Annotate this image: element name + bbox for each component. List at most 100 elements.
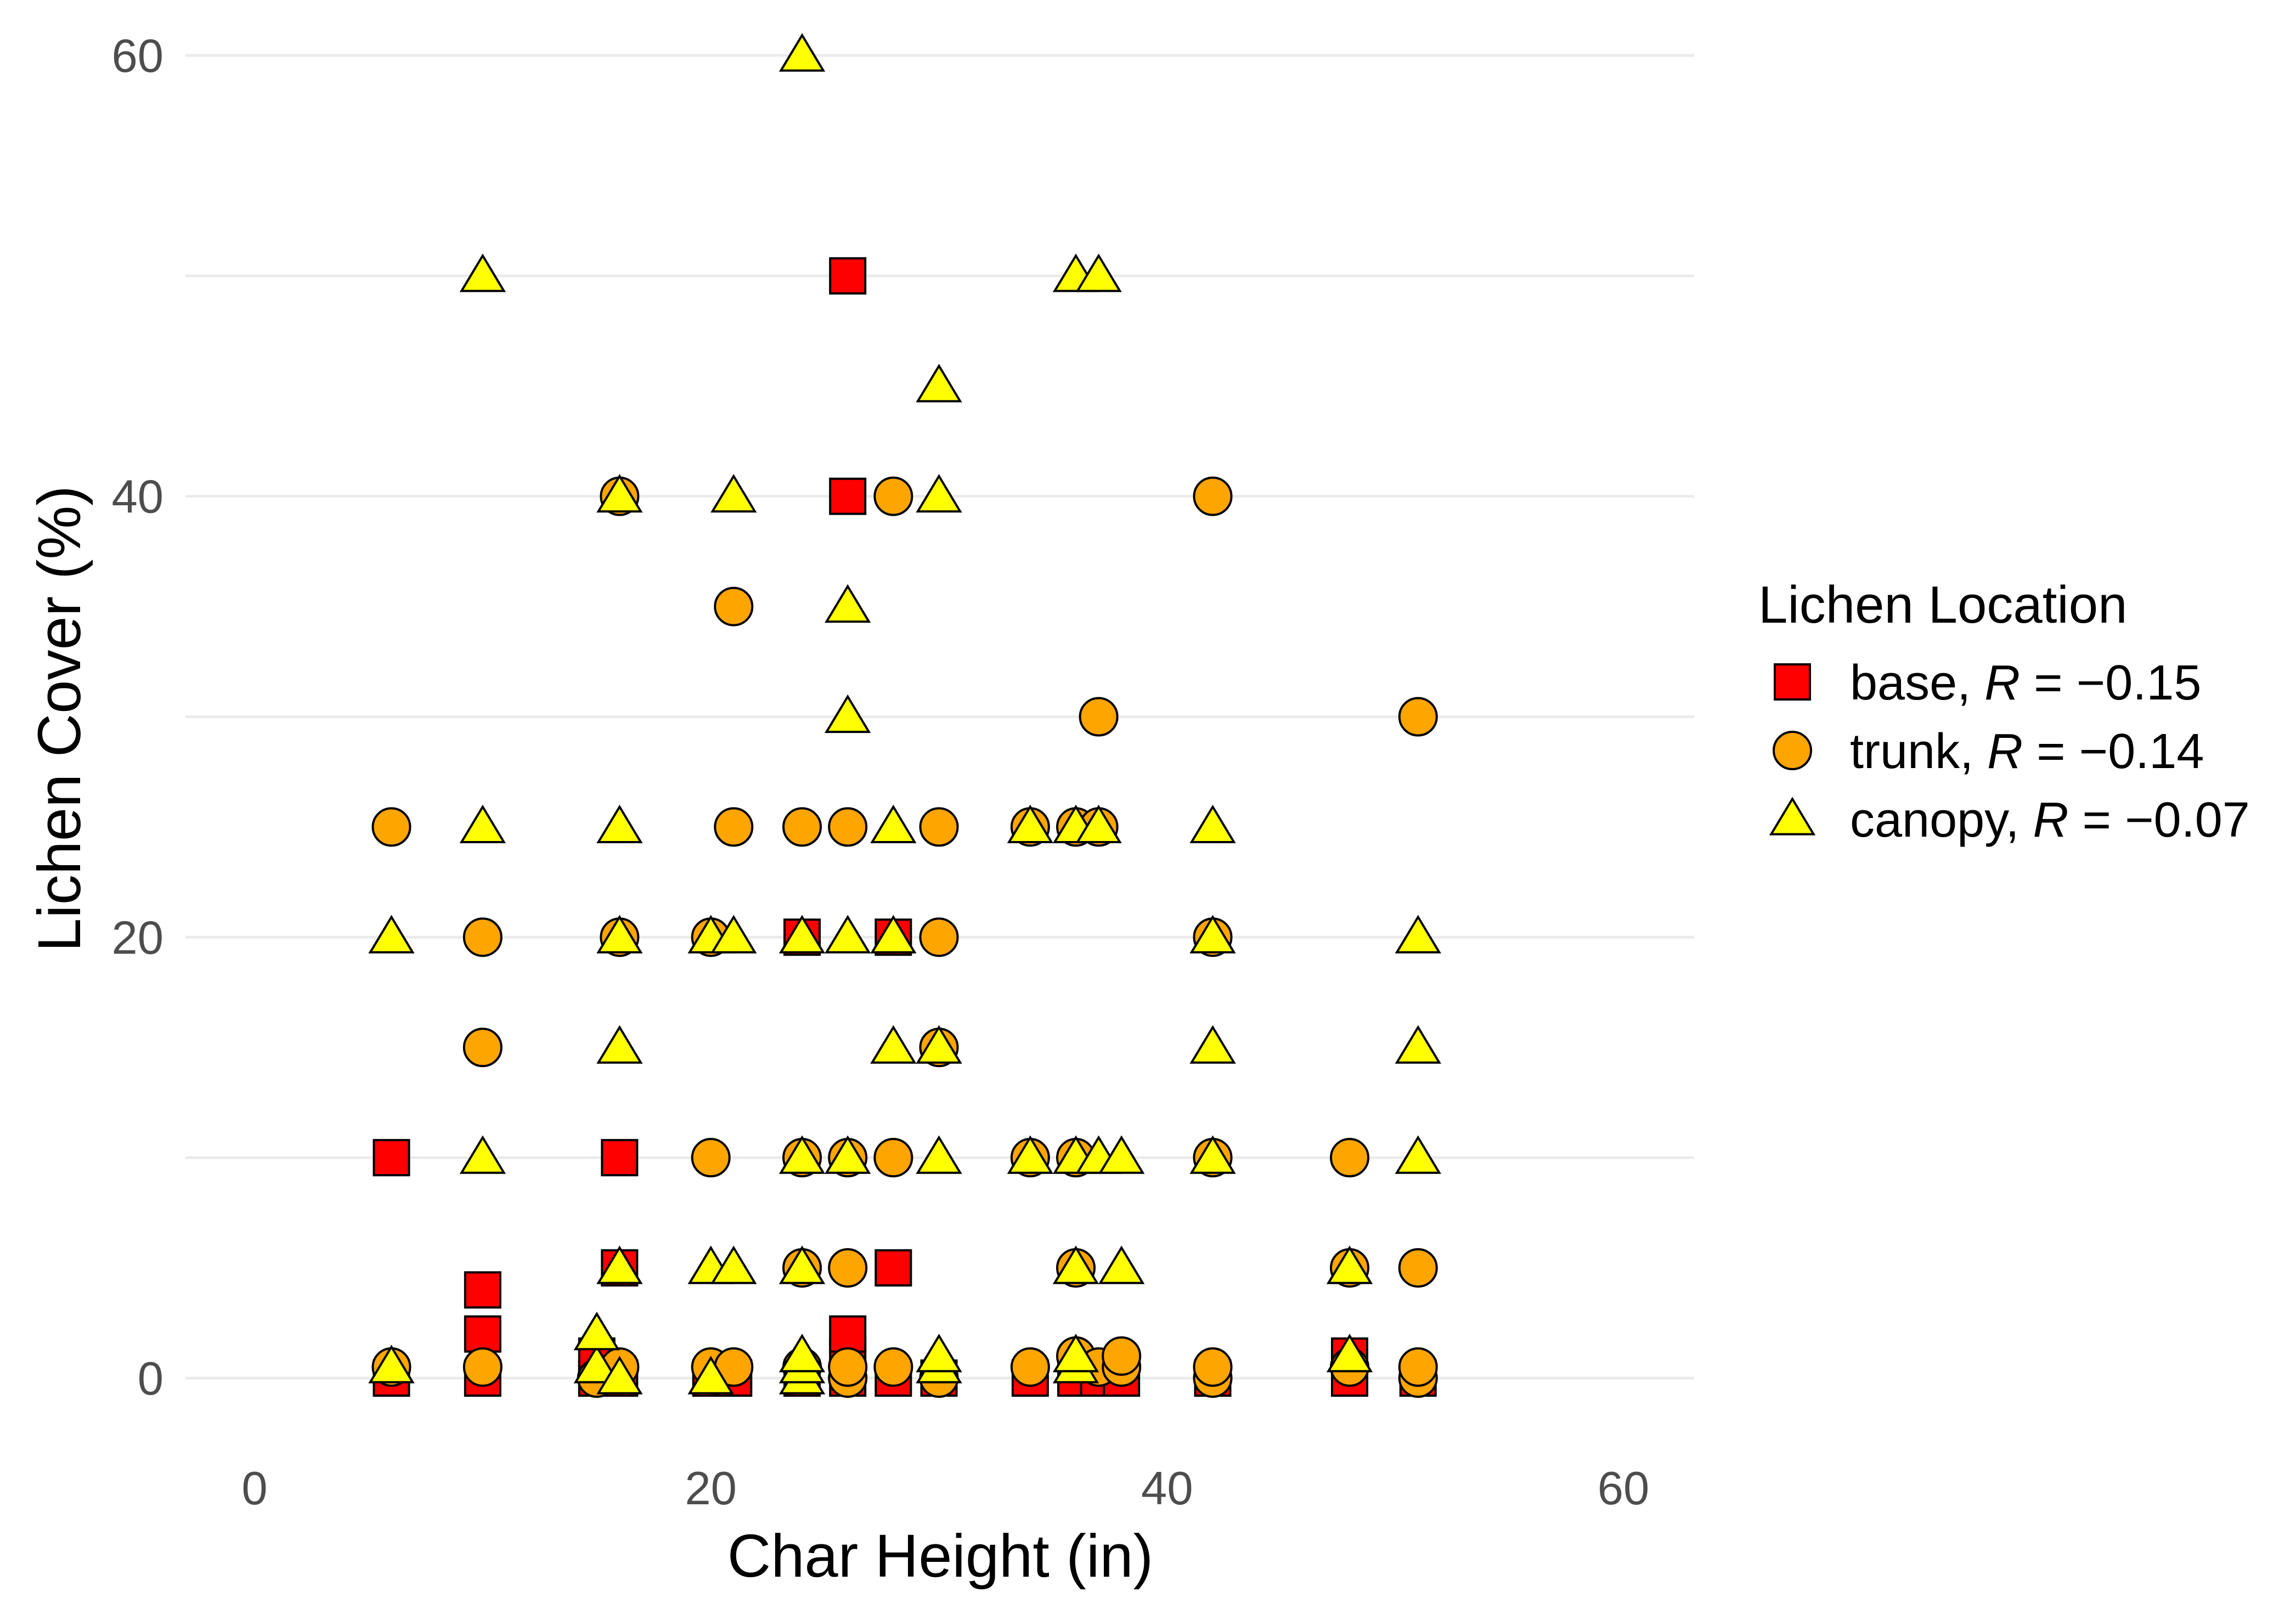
trunk-point xyxy=(714,586,754,627)
trunk-point xyxy=(691,1138,731,1178)
canopy-point xyxy=(1395,1135,1441,1174)
canopy-point xyxy=(1052,1334,1099,1373)
trunk-point xyxy=(828,1248,868,1288)
canopy-point xyxy=(870,915,917,953)
trunk-point xyxy=(1010,1347,1050,1387)
canopy-point xyxy=(779,1245,826,1284)
trunk-point xyxy=(919,807,959,847)
trunk-point xyxy=(462,1347,503,1387)
trunk-point xyxy=(462,1028,503,1068)
base-point xyxy=(373,1139,410,1177)
legend-stat-value: = −0.07 xyxy=(2069,793,2250,848)
legend-title: Lichen Location xyxy=(1758,575,2128,634)
canopy-point xyxy=(779,1135,826,1174)
base-point xyxy=(464,1271,501,1309)
legend-key-base xyxy=(1774,663,1811,701)
canopy-point xyxy=(573,1345,620,1384)
canopy-point xyxy=(459,1135,506,1174)
trunk-point xyxy=(1193,476,1233,516)
canopy-point xyxy=(1395,1025,1441,1064)
base-point xyxy=(829,1315,867,1353)
legend-label-prefix: base, xyxy=(1850,656,1984,710)
legend-key-trunk xyxy=(1773,731,1812,770)
canopy-point xyxy=(1007,1135,1054,1174)
canopy-point xyxy=(916,1334,962,1373)
canopy-point xyxy=(1052,1245,1099,1284)
canopy-point xyxy=(870,1025,917,1064)
trunk-point xyxy=(873,1138,913,1178)
base-point xyxy=(464,1315,501,1353)
trunk-point xyxy=(782,807,822,847)
canopy-point xyxy=(1098,1135,1145,1174)
trunk-point xyxy=(714,807,754,847)
trunk-point xyxy=(1398,1248,1438,1288)
canopy-point xyxy=(710,473,757,513)
points-layer xyxy=(368,33,1441,1398)
canopy-point xyxy=(596,1025,643,1064)
canopy-point xyxy=(916,364,962,403)
canopy-point xyxy=(1189,1025,1236,1064)
canopy-point xyxy=(596,473,643,513)
legend-label-prefix: canopy, xyxy=(1850,793,2033,848)
base-point xyxy=(829,257,867,295)
canopy-point xyxy=(596,1245,643,1284)
ticks-layer: 0 20 40 60 0 20 40 60 xyxy=(111,30,1649,1515)
legend-stat-symbol: R xyxy=(2033,793,2069,848)
canopy-point xyxy=(368,1345,415,1384)
trunk-point xyxy=(1193,1347,1233,1387)
canopy-point xyxy=(710,1245,757,1284)
canopy-point xyxy=(1326,1245,1373,1284)
canopy-point xyxy=(1326,1334,1373,1373)
canopy-point xyxy=(710,915,757,953)
legend-items: base, R = −0.15 trunk, R = −0.14 canopy, R… xyxy=(1769,656,2250,848)
trunk-point xyxy=(1398,697,1438,737)
legend-stat-value: = −0.14 xyxy=(2023,724,2204,779)
trunk-point xyxy=(828,807,868,847)
canopy-point xyxy=(779,1334,826,1373)
canopy-point xyxy=(1189,915,1236,953)
y-tick-label: 20 xyxy=(111,912,163,964)
legend-item-canopy: canopy, R = −0.07 xyxy=(1769,793,2250,848)
trunk-point xyxy=(873,476,913,516)
canopy-point xyxy=(1098,1245,1145,1284)
canopy-point xyxy=(1075,253,1122,292)
x-tick-label: 20 xyxy=(685,1463,737,1515)
canopy-point xyxy=(596,1356,643,1395)
legend-label-trunk: trunk, R = −0.14 xyxy=(1850,724,2204,779)
trunk-point xyxy=(828,1347,868,1387)
x-tick-label: 40 xyxy=(1141,1463,1193,1515)
canopy-point xyxy=(596,915,643,953)
legend-label-prefix: trunk, xyxy=(1850,724,1987,779)
legend-key-canopy xyxy=(1769,797,1816,836)
canopy-point xyxy=(459,804,506,844)
y-tick-label: 0 xyxy=(138,1353,163,1405)
canopy-point xyxy=(596,804,643,844)
canopy-point xyxy=(916,1025,962,1064)
canopy-point xyxy=(1189,804,1236,844)
trunk-point xyxy=(1330,1138,1369,1178)
legend-item-base: base, R = −0.15 xyxy=(1774,656,2201,710)
canopy-point xyxy=(824,584,871,623)
canopy-point xyxy=(824,915,871,953)
series-canopy xyxy=(368,33,1441,1395)
trunk-point xyxy=(1398,1347,1438,1387)
canopy-point xyxy=(1395,915,1441,953)
legend-label-base: base, R = −0.15 xyxy=(1850,656,2201,710)
base-point xyxy=(875,1249,912,1287)
canopy-point xyxy=(916,473,962,513)
legend-stat-symbol: R xyxy=(1987,724,2023,779)
legend: Lichen Location base, R = −0.15 trunk, R … xyxy=(1758,575,2250,848)
canopy-point xyxy=(1189,1135,1236,1174)
y-tick-label: 40 xyxy=(111,471,163,523)
canopy-point xyxy=(573,1311,620,1351)
trunk-point xyxy=(919,917,959,957)
trunk-point xyxy=(873,1347,913,1387)
base-point xyxy=(601,1139,639,1177)
trunk-point xyxy=(1079,697,1119,737)
legend-stat-symbol: R xyxy=(1984,656,2020,710)
legend-label-canopy: canopy, R = −0.07 xyxy=(1850,793,2250,848)
y-tick-label: 60 xyxy=(111,30,163,82)
canopy-point xyxy=(368,915,415,953)
